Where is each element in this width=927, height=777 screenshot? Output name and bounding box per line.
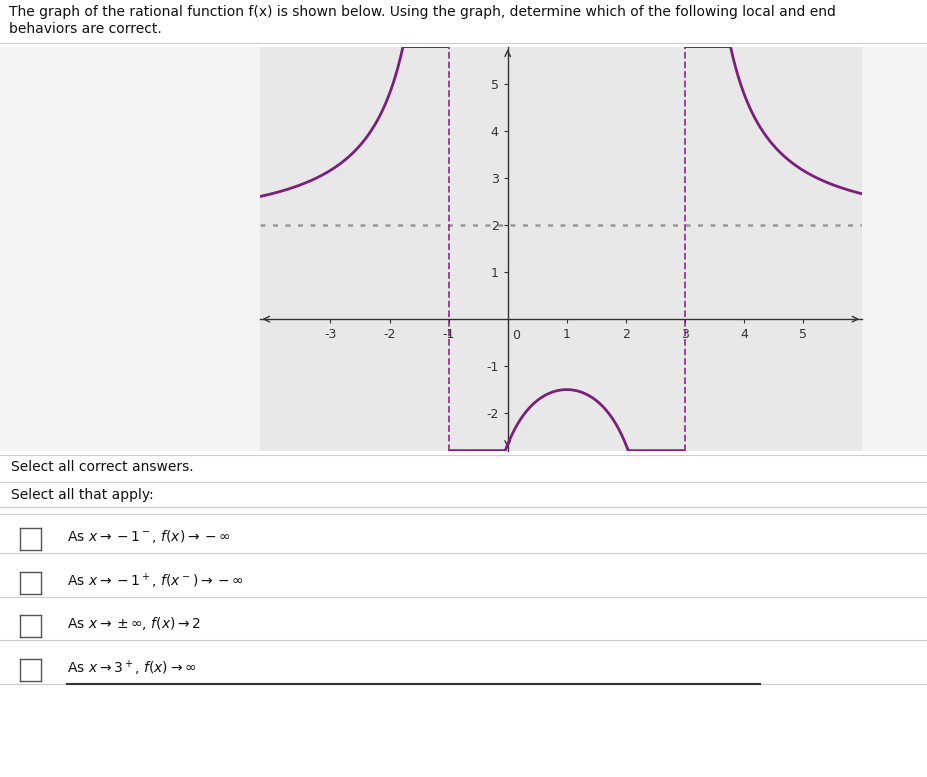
Text: As $x \rightarrow -1^-$, $f(x) \rightarrow -\infty$: As $x \rightarrow -1^-$, $f(x) \rightarr… — [67, 528, 230, 545]
Text: As $x \rightarrow 3^+$, $f(x) \rightarrow \infty$: As $x \rightarrow 3^+$, $f(x) \rightarro… — [67, 659, 197, 678]
Text: As $x \rightarrow -1^+$, $f(x^-) \rightarrow -\infty$: As $x \rightarrow -1^+$, $f(x^-) \righta… — [67, 572, 243, 591]
Text: As $x \rightarrow \pm\infty$, $f(x) \rightarrow 2$: As $x \rightarrow \pm\infty$, $f(x) \rig… — [67, 615, 201, 632]
Text: Select all that apply:: Select all that apply: — [11, 488, 154, 502]
Text: The graph of the rational function f(x) is shown below. Using the graph, determi: The graph of the rational function f(x) … — [9, 5, 836, 19]
Text: Select all correct answers.: Select all correct answers. — [11, 460, 194, 474]
Text: behaviors are correct.: behaviors are correct. — [9, 22, 162, 36]
Text: 0: 0 — [513, 329, 520, 343]
